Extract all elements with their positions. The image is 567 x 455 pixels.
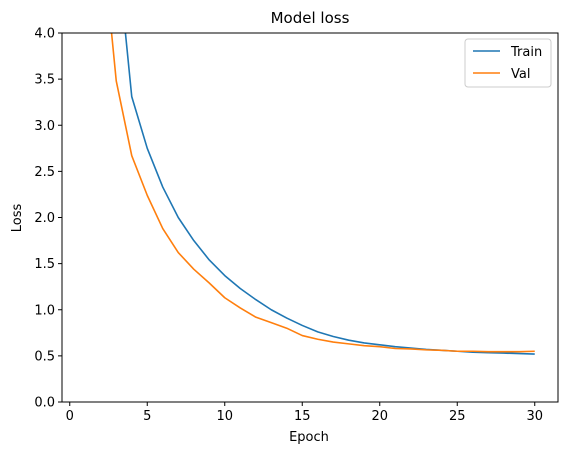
plot-frame xyxy=(61,32,559,403)
x-tick-label: 25 xyxy=(449,409,466,424)
x-tick-label: 0 xyxy=(66,409,74,424)
x-axis-ticks: 0 5 10 15 20 25 30 xyxy=(66,402,543,424)
x-tick-label: 5 xyxy=(143,409,151,424)
y-axis-ticks: 0.0 0.5 1.0 1.5 2.0 2.5 3.0 3.5 4.0 xyxy=(34,27,62,411)
y-tick-label: 2.5 xyxy=(34,165,55,180)
y-tick-label: 3.5 xyxy=(34,73,55,88)
y-tick-label: 2.0 xyxy=(34,211,55,226)
y-tick-label: 1.5 xyxy=(34,257,55,272)
x-tick-label: 10 xyxy=(216,409,233,424)
legend: Train Val xyxy=(464,38,552,88)
x-tick-label: 15 xyxy=(294,409,311,424)
y-tick-label: 0.5 xyxy=(34,349,55,364)
legend-label-val: Val xyxy=(511,67,530,82)
y-axis-label: Loss xyxy=(10,204,25,233)
y-tick-label: 0.0 xyxy=(34,396,55,411)
series-layer xyxy=(110,33,535,355)
x-tick-label: 20 xyxy=(371,409,388,424)
y-tick-label: 4.0 xyxy=(34,27,55,42)
y-tick-label: 1.0 xyxy=(34,303,55,318)
x-tick-label: 30 xyxy=(526,409,543,424)
y-tick-label: 3.0 xyxy=(34,119,55,134)
x-axis-label: Epoch xyxy=(289,430,329,445)
chart-title: Model loss xyxy=(271,9,350,27)
series-line-val xyxy=(110,33,535,353)
legend-label-train: Train xyxy=(510,45,542,60)
